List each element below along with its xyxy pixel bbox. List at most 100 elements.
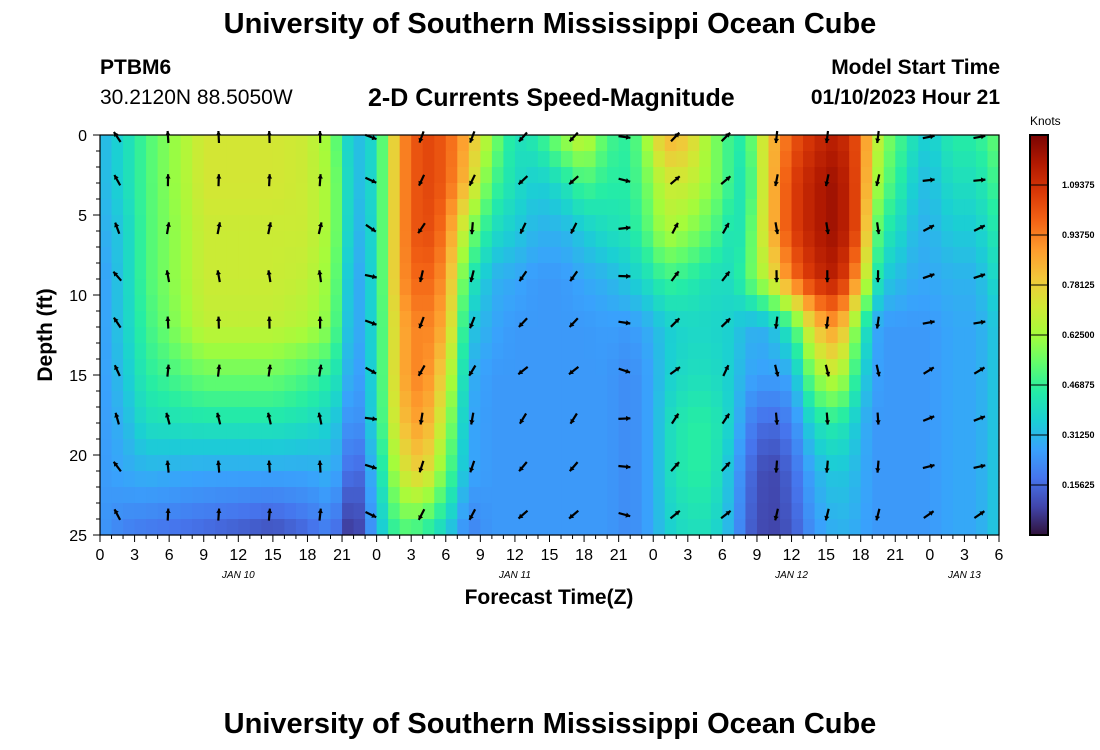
heatmap-cell bbox=[814, 183, 827, 200]
heatmap-cell bbox=[780, 279, 793, 296]
heatmap-cell bbox=[388, 263, 401, 280]
heatmap-cell bbox=[180, 167, 193, 184]
heatmap-cell bbox=[849, 295, 862, 312]
heatmap-cell bbox=[895, 343, 908, 360]
heatmap-cell bbox=[572, 167, 585, 184]
heatmap-cell bbox=[146, 439, 159, 456]
current-arrow bbox=[517, 175, 529, 186]
arrow-head bbox=[216, 316, 222, 321]
heatmap-cell bbox=[641, 423, 654, 440]
heatmap-cell bbox=[445, 519, 458, 536]
heatmap-cell bbox=[180, 439, 193, 456]
heatmap-cell bbox=[803, 503, 816, 520]
current-arrow bbox=[215, 412, 222, 425]
heatmap-cell bbox=[388, 311, 401, 328]
heatmap-cell bbox=[826, 151, 839, 168]
heatmap-cell bbox=[561, 167, 574, 184]
heatmap-cell bbox=[272, 279, 286, 296]
heatmap-cell bbox=[134, 359, 147, 376]
heatmap-cell bbox=[491, 183, 504, 200]
heatmap-cell bbox=[906, 263, 919, 280]
heatmap-cell bbox=[445, 215, 458, 232]
heatmap-cell bbox=[295, 231, 309, 248]
heatmap-cell bbox=[342, 439, 355, 456]
heatmap-cell bbox=[169, 407, 182, 424]
heatmap-cell bbox=[388, 247, 401, 264]
heatmap-cell bbox=[733, 311, 747, 328]
heatmap-cell bbox=[768, 311, 781, 328]
heatmap-cell bbox=[272, 471, 286, 488]
heatmap-cell bbox=[457, 151, 470, 168]
chart-title: University of Southern Mississippi Ocean… bbox=[223, 8, 877, 40]
heatmap-cell bbox=[987, 311, 1000, 328]
arrow-head bbox=[165, 508, 171, 513]
heatmap-cell bbox=[146, 183, 159, 200]
heatmap-cell bbox=[572, 295, 585, 312]
heatmap-cell bbox=[388, 199, 401, 216]
heatmap-cell bbox=[261, 311, 274, 328]
heatmap-cell bbox=[872, 439, 885, 456]
heatmap-cell bbox=[883, 167, 896, 184]
heatmap-cell bbox=[837, 487, 850, 504]
heatmap-cell bbox=[929, 151, 942, 168]
heatmap-cell bbox=[641, 391, 654, 408]
heatmap-cell bbox=[169, 439, 182, 456]
heatmap-cell bbox=[872, 183, 885, 200]
heatmap-cell bbox=[295, 279, 309, 296]
heatmap-cell bbox=[445, 407, 458, 424]
heatmap-cell bbox=[411, 375, 424, 392]
heatmap-cell bbox=[572, 455, 585, 472]
heatmap-cell bbox=[630, 183, 643, 200]
current-arrow bbox=[317, 508, 323, 521]
arrow-head bbox=[773, 515, 779, 521]
heatmap-cell bbox=[791, 343, 804, 360]
heatmap-cell bbox=[549, 519, 562, 536]
heatmap-cell bbox=[860, 503, 873, 520]
heatmap-cell bbox=[169, 279, 182, 296]
heatmap-cell bbox=[710, 471, 723, 488]
current-arrow bbox=[568, 461, 579, 472]
heatmap-cell bbox=[503, 471, 516, 488]
x-tick-label: 6 bbox=[441, 547, 450, 564]
heatmap-cell bbox=[883, 375, 896, 392]
heatmap-cell bbox=[561, 231, 574, 248]
heatmap-cell bbox=[987, 135, 1000, 152]
arrow-head bbox=[980, 273, 986, 279]
heatmap-cell bbox=[318, 135, 332, 152]
current-arrow bbox=[568, 175, 579, 186]
current-arrow bbox=[671, 222, 679, 235]
heatmap-cell bbox=[607, 439, 620, 456]
heatmap-cell bbox=[964, 231, 977, 248]
heatmap-cell bbox=[733, 407, 747, 424]
heatmap-cell bbox=[399, 407, 412, 424]
heatmap-cell bbox=[595, 343, 608, 360]
heatmap-cell bbox=[641, 263, 654, 280]
heatmap-cell bbox=[653, 183, 666, 200]
heatmap-cell bbox=[756, 327, 770, 344]
heatmap-cell bbox=[641, 375, 654, 392]
heatmap-cell bbox=[975, 327, 989, 344]
heatmap-cell bbox=[664, 263, 677, 280]
heatmap-cell bbox=[975, 439, 989, 456]
model-start-value: 01/10/2023 Hour 21 bbox=[810, 86, 1000, 109]
heatmap-cell bbox=[595, 279, 608, 296]
current-arrow bbox=[568, 366, 580, 376]
heatmap-cell bbox=[561, 375, 574, 392]
heatmap-cell bbox=[687, 311, 700, 328]
heatmap-cell bbox=[284, 279, 297, 296]
heatmap-cell bbox=[860, 327, 873, 344]
heatmap-cell bbox=[572, 423, 585, 440]
heatmap-cell bbox=[733, 151, 747, 168]
heatmap-cell bbox=[100, 391, 113, 408]
heatmap-cell bbox=[768, 343, 781, 360]
heatmap-cell bbox=[906, 135, 919, 152]
current-arrow bbox=[216, 222, 222, 235]
y-tick-label: 20 bbox=[69, 448, 87, 465]
heatmap-cell bbox=[849, 519, 862, 536]
heatmap-cell bbox=[849, 135, 862, 152]
heatmap-cell bbox=[826, 455, 839, 472]
heatmap-cell bbox=[791, 471, 804, 488]
heatmap-cell bbox=[641, 311, 654, 328]
heatmap-cell bbox=[169, 343, 182, 360]
heatmap-cell bbox=[710, 295, 723, 312]
